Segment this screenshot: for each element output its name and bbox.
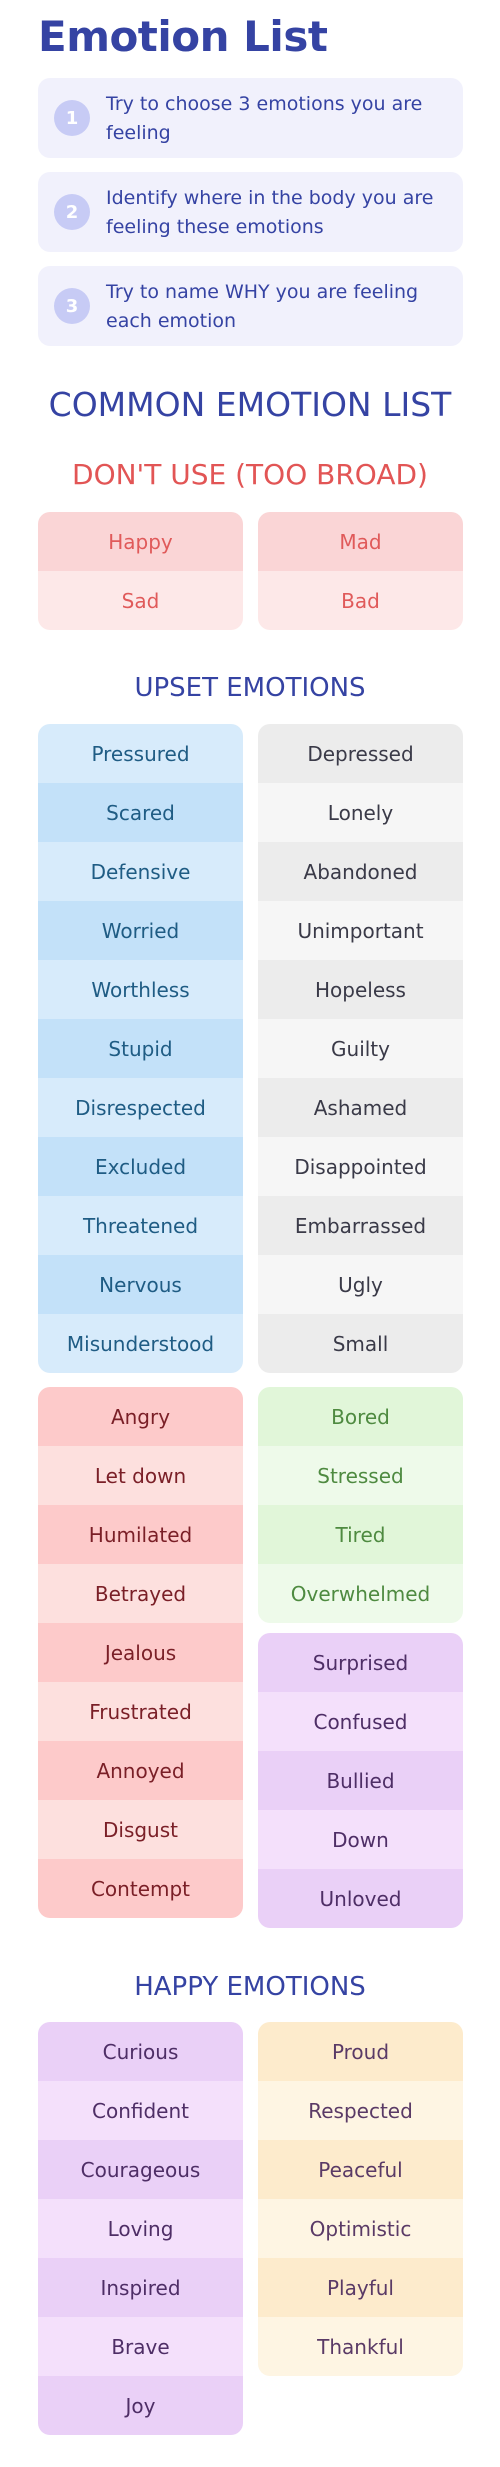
emotion-cell: Lonely bbox=[258, 783, 463, 842]
step-number: 3 bbox=[54, 288, 90, 324]
dont-use-left-column: Happy Sad bbox=[38, 512, 243, 630]
emotion-cell: Stupid bbox=[38, 1019, 243, 1078]
emotion-cell: Misunderstood bbox=[38, 1314, 243, 1373]
upset-emotions-heading: UPSET EMOTIONS bbox=[134, 673, 366, 703]
upset-green-column: Bored Stressed Tired Overwhelmed bbox=[258, 1387, 463, 1623]
emotion-cell: Depressed bbox=[258, 724, 463, 783]
emotion-cell: Proud bbox=[258, 2022, 463, 2081]
emotion-cell: Defensive bbox=[38, 842, 243, 901]
emotion-cell: Disappointed bbox=[258, 1137, 463, 1196]
step-number: 1 bbox=[54, 100, 90, 136]
emotion-cell: Threatened bbox=[38, 1196, 243, 1255]
emotion-cell: Playful bbox=[258, 2258, 463, 2317]
emotion-cell: Courageous bbox=[38, 2140, 243, 2199]
emotion-cell: Worried bbox=[38, 901, 243, 960]
happy-cream-column: Proud Respected Peaceful Optimistic Play… bbox=[258, 2022, 463, 2376]
emotion-cell: Contempt bbox=[38, 1859, 243, 1918]
emotion-cell: Guilty bbox=[258, 1019, 463, 1078]
emotion-cell: Ashamed bbox=[258, 1078, 463, 1137]
upset-pink-column: Angry Let down Humilated Betrayed Jealou… bbox=[38, 1387, 243, 1918]
emotion-cell: Pressured bbox=[38, 724, 243, 783]
happy-emotions-heading: HAPPY EMOTIONS bbox=[134, 1972, 366, 2002]
emotion-cell: Humilated bbox=[38, 1505, 243, 1564]
upset-gray-column: Depressed Lonely Abandoned Unimportant H… bbox=[258, 724, 463, 1373]
emotion-cell: Joy bbox=[38, 2376, 243, 2435]
emotion-cell: Excluded bbox=[38, 1137, 243, 1196]
step-2: 2 Identify where in the body you are fee… bbox=[38, 172, 463, 252]
emotion-cell: Confused bbox=[258, 1692, 463, 1751]
emotion-cell: Scared bbox=[38, 783, 243, 842]
emotion-cell: Small bbox=[258, 1314, 463, 1373]
emotion-cell: Inspired bbox=[38, 2258, 243, 2317]
emotion-cell: Confident bbox=[38, 2081, 243, 2140]
emotion-cell: Stressed bbox=[258, 1446, 463, 1505]
step-text: Identify where in the body you are feeli… bbox=[106, 187, 434, 238]
emotion-cell: Bored bbox=[258, 1387, 463, 1446]
emotion-cell: Overwhelmed bbox=[258, 1564, 463, 1623]
emotion-cell: Mad bbox=[258, 512, 463, 571]
emotion-cell: Angry bbox=[38, 1387, 243, 1446]
emotion-cell: Loving bbox=[38, 2199, 243, 2258]
emotion-cell: Embarrassed bbox=[258, 1196, 463, 1255]
emotion-cell: Hopeless bbox=[258, 960, 463, 1019]
emotion-cell: Happy bbox=[38, 512, 243, 571]
emotion-cell: Let down bbox=[38, 1446, 243, 1505]
emotion-cell: Abandoned bbox=[258, 842, 463, 901]
emotion-cell: Optimistic bbox=[258, 2199, 463, 2258]
emotion-cell: Curious bbox=[38, 2022, 243, 2081]
emotion-cell: Tired bbox=[258, 1505, 463, 1564]
emotion-cell: Brave bbox=[38, 2317, 243, 2376]
emotion-cell: Respected bbox=[258, 2081, 463, 2140]
emotion-cell: Bad bbox=[258, 571, 463, 630]
step-1: 1 Try to choose 3 emotions you are feeli… bbox=[38, 78, 463, 158]
emotion-cell: Ugly bbox=[258, 1255, 463, 1314]
emotion-cell: Surprised bbox=[258, 1633, 463, 1692]
emotion-cell: Betrayed bbox=[38, 1564, 243, 1623]
emotion-cell: Bullied bbox=[258, 1751, 463, 1810]
step-number: 2 bbox=[54, 194, 90, 230]
common-emotion-heading: COMMON EMOTION LIST bbox=[48, 385, 452, 424]
upset-purple-column: Surprised Confused Bullied Down Unloved bbox=[258, 1633, 463, 1928]
upset-blue-column: Pressured Scared Defensive Worried Worth… bbox=[38, 724, 243, 1373]
step-text: Try to name WHY you are feeling each emo… bbox=[106, 281, 419, 332]
emotion-cell: Jealous bbox=[38, 1623, 243, 1682]
emotion-cell: Thankful bbox=[258, 2317, 463, 2376]
step-text: Try to choose 3 emotions you are feeling bbox=[106, 93, 423, 144]
emotion-cell: Nervous bbox=[38, 1255, 243, 1314]
emotion-cell: Peaceful bbox=[258, 2140, 463, 2199]
emotion-cell: Worthless bbox=[38, 960, 243, 1019]
emotion-cell: Unloved bbox=[258, 1869, 463, 1928]
dont-use-right-column: Mad Bad bbox=[258, 512, 463, 630]
happy-purple-column: Curious Confident Courageous Loving Insp… bbox=[38, 2022, 243, 2435]
emotion-cell: Frustrated bbox=[38, 1682, 243, 1741]
page-title: Emotion List bbox=[38, 12, 328, 61]
emotion-cell: Disrespected bbox=[38, 1078, 243, 1137]
emotion-cell: Sad bbox=[38, 571, 243, 630]
emotion-cell: Unimportant bbox=[258, 901, 463, 960]
emotion-cell: Disgust bbox=[38, 1800, 243, 1859]
dont-use-heading: DON'T USE (TOO BROAD) bbox=[72, 458, 428, 491]
emotion-cell: Annoyed bbox=[38, 1741, 243, 1800]
emotion-cell: Down bbox=[258, 1810, 463, 1869]
step-3: 3 Try to name WHY you are feeling each e… bbox=[38, 266, 463, 346]
